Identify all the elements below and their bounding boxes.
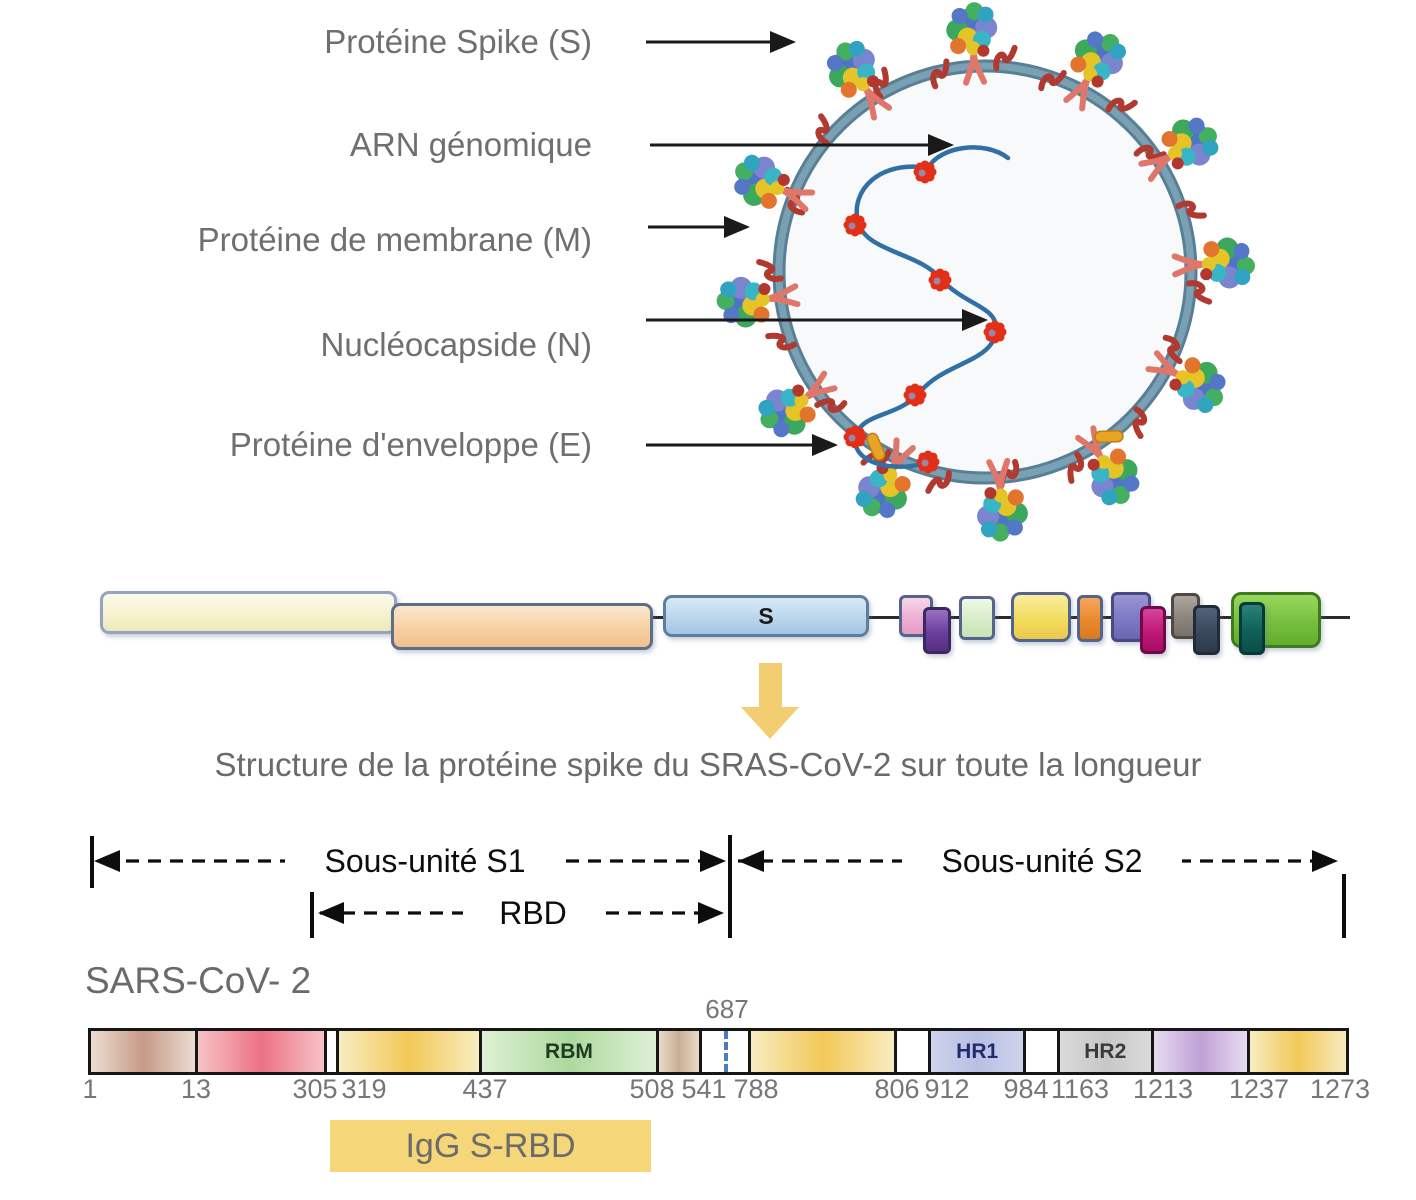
segment-rbd-right [659, 1031, 703, 1072]
s1-subunit-label: Sous-unité S1 [285, 840, 565, 882]
segment-gap [327, 1031, 340, 1072]
s-gene-label: S [758, 602, 774, 629]
residue-tick: 1237 [1228, 1074, 1290, 1104]
label-genomic-rna: ARN génomique [349, 126, 592, 163]
orf-box-yellow [1011, 592, 1071, 642]
segment-rbd-left [339, 1031, 482, 1072]
residue-tick: 541 [681, 1074, 727, 1104]
segment-gap [897, 1031, 932, 1072]
orf-box-navy [1193, 605, 1220, 655]
down-arrow-icon [741, 707, 799, 739]
residue-tick: 1 [82, 1074, 98, 1104]
segment-hr1: HR1 [931, 1031, 1027, 1072]
down-arrow-icon [759, 663, 782, 709]
label-spike-protein: Protéine Spike (S) [324, 23, 592, 60]
hr1-label: HR1 [956, 1039, 999, 1063]
genome-connector-line [1315, 616, 1350, 619]
hr2-label: HR2 [1084, 1039, 1127, 1063]
s1-span-arrow [90, 836, 726, 888]
residue-tick: 788 [733, 1074, 779, 1104]
label-membrane-protein: Protéine de membrane (M) [197, 221, 592, 258]
label-envelope-protein: Protéine d'enveloppe (E) [229, 426, 592, 463]
arrow-spike-protein [646, 31, 796, 53]
spike-domain-bar: RBM HR1 HR2 [88, 1028, 1349, 1075]
segment-fusion-peptide [750, 1031, 898, 1072]
residue-tick: 1213 [1132, 1074, 1194, 1104]
igg-s-rbd-box: IgG S-RBD [330, 1120, 651, 1172]
residue-tick: 1163 [1050, 1074, 1110, 1104]
arrow-envelope-protein [646, 434, 838, 456]
residue-tick: 13 [180, 1074, 212, 1104]
s2-subunit-label: Sous-unité S2 [902, 840, 1182, 882]
annotation-arrows [646, 31, 988, 456]
strain-label: SARS-CoV- 2 [85, 960, 312, 1001]
orf-box-magenta [1140, 606, 1166, 654]
igg-s-rbd-label: IgG S-RBD [405, 1126, 576, 1165]
segment-gap [1026, 1031, 1060, 1072]
cleavage-site-dash [724, 1031, 729, 1072]
orf1b-box [391, 603, 653, 650]
rbm-label: RBM [545, 1039, 593, 1063]
residue-tick: 437 [462, 1074, 508, 1104]
segment-tm [1153, 1031, 1251, 1072]
orf1a-box [100, 591, 397, 634]
arrow-genomic-rna [650, 134, 954, 156]
orf-box-purple [923, 607, 951, 654]
orf-box-teal [1239, 602, 1265, 655]
arrow-membrane-protein [648, 216, 750, 238]
residue-tick: 305 [292, 1074, 338, 1104]
segment-cleavage [702, 1031, 751, 1072]
residue-tick: 806 [874, 1074, 920, 1104]
orf-box-pale-green [959, 596, 995, 640]
residue-tick: 984 [1003, 1074, 1049, 1104]
arrow-nucleocapsid [646, 309, 988, 331]
section-title: Structure de la protéine spike du SRAS-C… [214, 746, 1202, 783]
residue-tick: 912 [924, 1074, 970, 1104]
virus-membrane-ring [772, 59, 1198, 485]
residue-tick: 319 [341, 1074, 387, 1104]
cleavage-site-label: 687 [705, 994, 749, 1024]
segment-nterm [91, 1031, 198, 1072]
genome-connector-line [650, 616, 670, 619]
orf-box-orange [1077, 595, 1103, 642]
rbd-label: RBD [463, 892, 603, 934]
label-nucleocapsid: Nucléocapside (N) [320, 326, 592, 363]
s-gene-box: S [663, 595, 869, 637]
segment-rbm: RBM [481, 1031, 660, 1072]
residue-tick: 1273 [1309, 1074, 1371, 1104]
residue-tick: 508 [629, 1074, 675, 1104]
segment-hr2: HR2 [1059, 1031, 1154, 1072]
segment-ntd [197, 1031, 328, 1072]
segment-cterm [1250, 1031, 1346, 1072]
